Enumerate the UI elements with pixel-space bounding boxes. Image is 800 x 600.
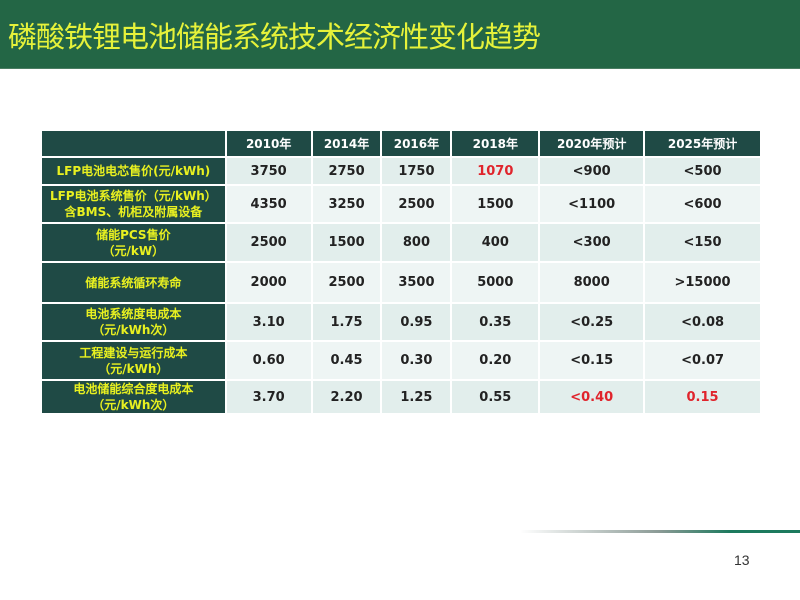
table-cell: 2500 [382, 186, 451, 222]
row-label: 电池储能综合度电成本 （元/kWh次） [42, 381, 225, 413]
table-cell: 1.75 [312, 304, 381, 340]
table-row: 储能PCS售价 （元/kW） 2500 1500 800 400 <300 <150 [42, 224, 760, 261]
table-cell: 2750 [312, 158, 381, 184]
cost-trend-table: 2010年 2014年 2016年 2018年 2020年预计 2025年预计 LFP电池… [40, 129, 762, 415]
table-cell: 1500 [452, 186, 539, 222]
row-label-line: LFP电池系统售价（元/kWh） [49, 189, 217, 203]
column-header: 2025年预计 [645, 131, 760, 156]
table-cell: <0.40 [540, 381, 644, 413]
column-header [42, 131, 225, 156]
table-cell: <0.08 [645, 304, 760, 340]
table-cell: 0.30 [382, 342, 451, 379]
table-cell: 1.25 [382, 381, 451, 413]
table-cell: 2500 [312, 263, 381, 302]
table-cell: <1100 [540, 186, 644, 222]
table-row: 电池储能综合度电成本 （元/kWh次） 3.70 2.20 1.25 0.55 <0.40 0… [42, 381, 760, 413]
table-cell: 800 [382, 224, 451, 261]
table-cell: 8000 [540, 263, 644, 302]
column-header: 2020年预计 [540, 131, 644, 156]
table-cell: 1070 [452, 158, 539, 184]
column-header: 2010年 [226, 131, 311, 156]
row-label-line: （元/kWh次） [92, 398, 175, 412]
column-header: 2014年 [312, 131, 381, 156]
table-cell: 0.60 [226, 342, 311, 379]
table-cell: <500 [645, 158, 760, 184]
row-label: 工程建设与运行成本 （元/kWh） [42, 342, 225, 379]
slide-title: 磷酸铁锂电池储能系统技术经济性变化趋势 [8, 20, 541, 54]
row-label-line: 储能系统循环寿命 [85, 275, 182, 290]
table-row: 电池系统度电成本 （元/kWh次） 3.10 1.75 0.95 0.35 <0.25 <0.… [42, 304, 760, 340]
page-number: 13 [734, 552, 750, 568]
row-label-line: 储能PCS售价 [96, 227, 171, 242]
table-cell: 1750 [382, 158, 451, 184]
table-cell: 0.20 [452, 342, 539, 379]
row-label-line: 电池储能综合度电成本 [73, 382, 194, 396]
table-cell: <0.07 [645, 342, 760, 379]
table-cell: 3250 [312, 186, 381, 222]
table-cell: 0.45 [312, 342, 381, 379]
row-label-line: 含BMS、机柜及附属设备 [64, 205, 203, 219]
table-cell: 400 [452, 224, 539, 261]
table-cell: 3.70 [226, 381, 311, 413]
header-row: 2010年 2014年 2016年 2018年 2020年预计 2025年预计 [42, 131, 760, 156]
table-row: 储能系统循环寿命 2000 2500 3500 5000 8000 >15000 [42, 263, 760, 302]
row-label: LFP电池电芯售价(元/kWh) [42, 158, 225, 184]
table-cell: 3.10 [226, 304, 311, 340]
table-row: LFP电池系统售价（元/kWh） 含BMS、机柜及附属设备 4350 3250 2500… [42, 186, 760, 222]
table-cell: 5000 [452, 263, 539, 302]
row-label-line: 工程建设与运行成本 [79, 345, 188, 360]
decorative-divider [520, 530, 800, 533]
row-label-line: （元/kW） [102, 243, 165, 258]
table-cell: <900 [540, 158, 644, 184]
table-cell: 3500 [382, 263, 451, 302]
row-label-line: （元/kWh次） [92, 323, 175, 337]
row-label: LFP电池系统售价（元/kWh） 含BMS、机柜及附属设备 [42, 186, 225, 222]
title-bar: 磷酸铁锂电池储能系统技术经济性变化趋势 [0, 0, 800, 69]
table-cell: 4350 [226, 186, 311, 222]
table-cell: 3750 [226, 158, 311, 184]
table-cell: 0.95 [382, 304, 451, 340]
table-cell: 2500 [226, 224, 311, 261]
table-row: 工程建设与运行成本 （元/kWh） 0.60 0.45 0.30 0.20 <0.15 <0.… [42, 342, 760, 379]
table-cell: <150 [645, 224, 760, 261]
row-label: 电池系统度电成本 （元/kWh次） [42, 304, 225, 340]
table-cell: 0.55 [452, 381, 539, 413]
table-cell: 2.20 [312, 381, 381, 413]
table-cell: 0.35 [452, 304, 539, 340]
row-label-line: （元/kWh） [98, 361, 169, 376]
row-label: 储能PCS售价 （元/kW） [42, 224, 225, 261]
table-row: LFP电池电芯售价(元/kWh) 3750 2750 1750 1070 <900 <500 [42, 158, 760, 184]
column-header: 2018年 [452, 131, 539, 156]
table-cell: <300 [540, 224, 644, 261]
table-cell: 2000 [226, 263, 311, 302]
table-cell: 0.15 [645, 381, 760, 413]
table-cell: <0.25 [540, 304, 644, 340]
row-label: 储能系统循环寿命 [42, 263, 225, 302]
column-header: 2016年 [382, 131, 451, 156]
table-cell: >15000 [645, 263, 760, 302]
table-cell: <600 [645, 186, 760, 222]
row-label-line: LFP电池电芯售价(元/kWh) [56, 164, 211, 178]
table-cell: <0.15 [540, 342, 644, 379]
table-cell: 1500 [312, 224, 381, 261]
row-label-line: 电池系统度电成本 [85, 307, 182, 321]
